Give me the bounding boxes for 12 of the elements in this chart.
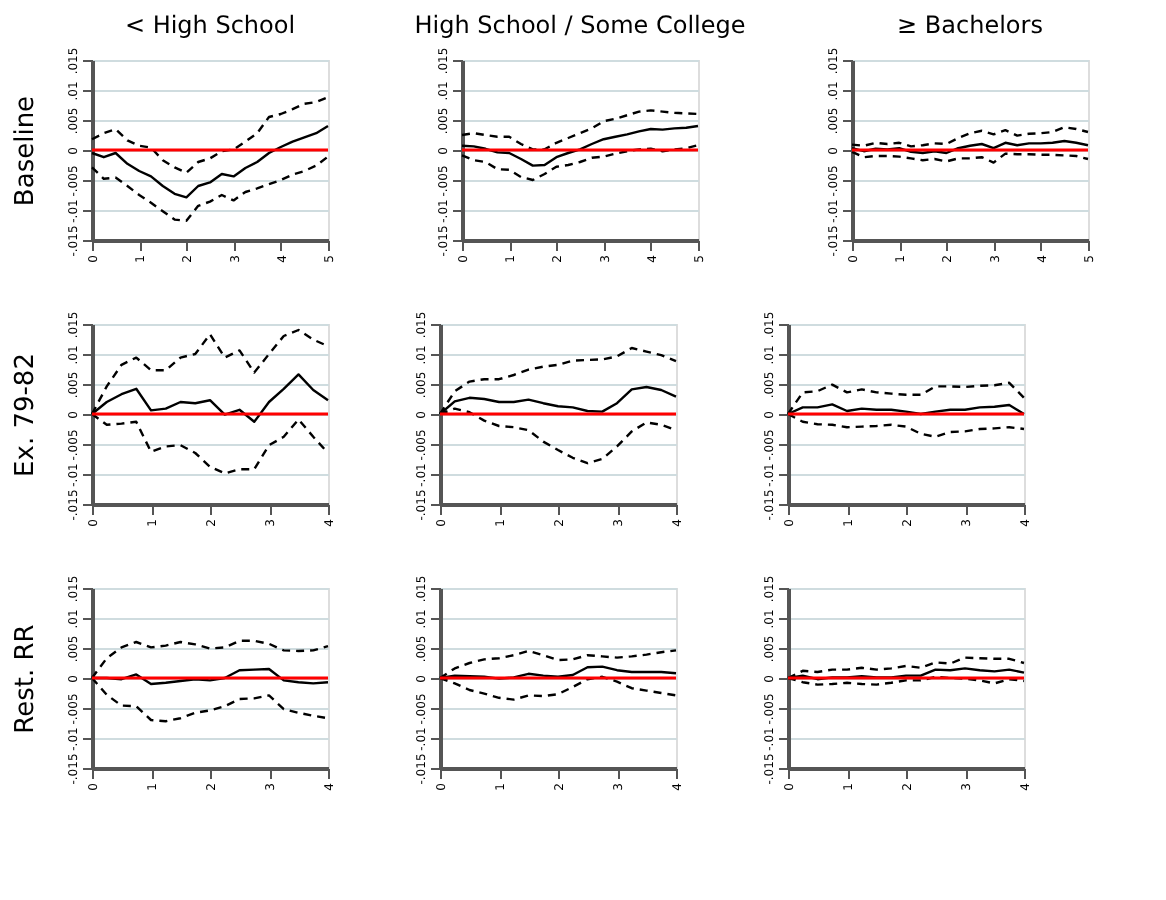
line-series [90, 124, 330, 199]
chart-title: < High School [124, 10, 296, 39]
line-series [460, 109, 700, 151]
line-series [460, 144, 700, 182]
y-axis-title: Rest. RR [11, 624, 41, 734]
line-series [460, 124, 700, 167]
line-series [90, 96, 330, 174]
y-axis-title: Baseline [11, 95, 41, 207]
y-axis-title: Ex. 79-82 [11, 353, 41, 477]
line-series [90, 155, 330, 222]
chart-title: High School / Some College [414, 10, 746, 39]
chart-title: ≥ Bachelors [897, 10, 1043, 39]
